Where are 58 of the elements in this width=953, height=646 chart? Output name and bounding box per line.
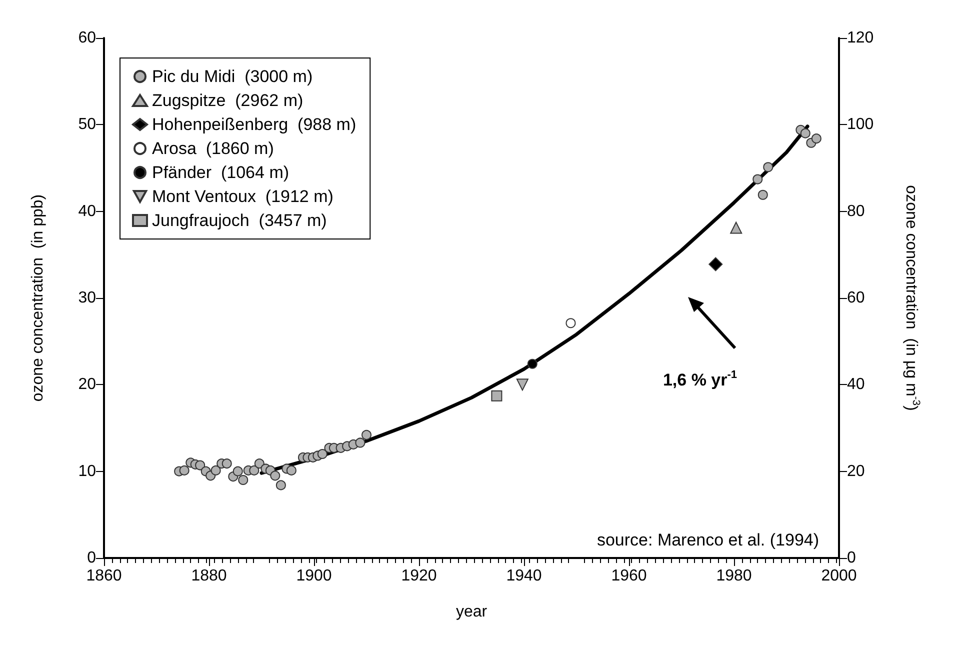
point	[254, 458, 264, 469]
x-tick-label: 1920	[401, 568, 437, 584]
y-tick-label: 10	[78, 462, 96, 480]
x-tick-label: 1900	[296, 568, 332, 584]
point	[286, 465, 296, 476]
legend-label: Hohenpeißenberg (988 m)	[152, 115, 356, 134]
point	[763, 162, 774, 172]
y2-tick-label: 40	[847, 376, 865, 394]
x-tick-label: 1980	[716, 568, 752, 584]
point	[730, 222, 742, 234]
point	[527, 358, 538, 369]
point	[752, 174, 763, 184]
point	[195, 460, 206, 470]
point	[355, 438, 366, 448]
y-tick-label: 20	[78, 376, 96, 394]
y2-tick-label: 100	[847, 116, 874, 134]
y2-tick-label: 80	[847, 202, 865, 220]
legend-label: Pfänder (1064 m)	[152, 163, 290, 182]
point	[708, 257, 723, 272]
point	[566, 318, 576, 328]
y2-tick-label: 0	[847, 550, 856, 566]
y-axis-title: ozone concentration (in ppb)	[30, 194, 46, 402]
x-tick-label: 2000	[821, 568, 857, 584]
legend-label: Jungfraujoch (3457 m)	[152, 211, 327, 230]
point	[317, 449, 328, 459]
y2-axis-title: ozone concentration (in µg m-3)	[902, 185, 922, 411]
point	[516, 378, 528, 391]
y-tick-label: 30	[78, 290, 96, 306]
x-tick-label: 1880	[191, 568, 227, 584]
point	[811, 134, 822, 144]
x-tick-label: 1860	[86, 568, 122, 584]
point	[491, 390, 502, 402]
point	[362, 430, 372, 440]
x-axis-title: year	[456, 604, 488, 620]
y2-tick-label: 60	[847, 290, 865, 306]
legend-label: Pic du Midi (3000 m)	[152, 67, 313, 86]
point	[800, 128, 810, 138]
point	[210, 465, 221, 476]
y-tick-label: 60	[78, 30, 96, 46]
y-tick-label: 40	[78, 202, 96, 220]
legend-label: Arosa (1860 m)	[152, 139, 274, 158]
point	[276, 480, 286, 490]
legend-label: Mont Ventoux (1912 m)	[152, 187, 334, 206]
y2-tick-label: 120	[847, 30, 874, 46]
annotation: source: Marenco et al. (1994)	[596, 530, 820, 550]
point	[238, 475, 248, 485]
x-tick-label: 1960	[611, 568, 647, 584]
point	[270, 470, 280, 481]
y-tick-label: 50	[78, 116, 96, 134]
x-tick-label: 1940	[506, 568, 542, 584]
legend-label: Zugspitze (2962 m)	[152, 91, 304, 110]
point	[758, 190, 768, 200]
point	[249, 465, 260, 476]
point	[179, 465, 190, 476]
point	[222, 458, 232, 469]
y-tick-label: 0	[87, 550, 96, 566]
y2-tick-label: 20	[847, 462, 865, 480]
point	[232, 466, 243, 476]
